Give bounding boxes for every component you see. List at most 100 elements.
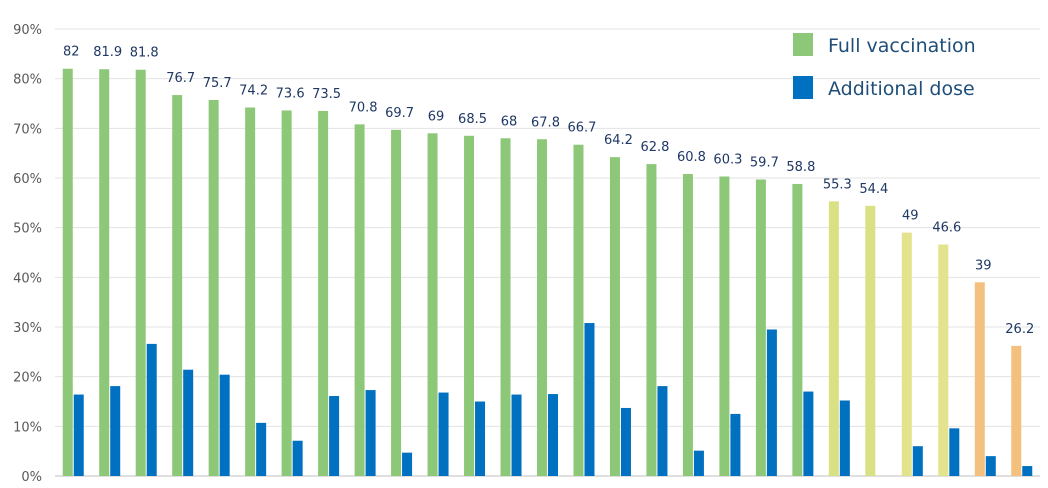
y-tick-label: 70% xyxy=(13,122,42,137)
bar-additional-dose xyxy=(949,428,960,476)
bars xyxy=(62,68,1033,477)
data-label-full-vaccination: 58.8 xyxy=(786,160,815,175)
bar-additional-dose xyxy=(292,440,303,476)
bar-full-vaccination xyxy=(755,179,766,477)
bar-full-vaccination xyxy=(318,110,329,476)
data-label-full-vaccination: 70.8 xyxy=(349,100,378,115)
data-label-full-vaccination: 67.8 xyxy=(531,115,560,130)
data-label-full-vaccination: 68 xyxy=(501,114,518,129)
y-tick-label: 30% xyxy=(13,321,42,336)
y-tick-label: 60% xyxy=(13,172,42,187)
data-label-full-vaccination: 55.3 xyxy=(823,177,852,192)
bar-additional-dose xyxy=(839,400,850,476)
data-label-full-vaccination: 60.8 xyxy=(677,150,706,165)
data-label-full-vaccination: 59.7 xyxy=(750,155,779,170)
y-tick-label: 80% xyxy=(13,73,42,88)
bar-additional-dose xyxy=(438,392,449,476)
legend-label-full-vaccination: Full vaccination xyxy=(828,35,976,57)
bar-additional-dose xyxy=(1022,466,1033,476)
data-label-full-vaccination: 82 xyxy=(63,45,80,60)
bar-additional-dose xyxy=(985,456,996,476)
data-label-full-vaccination: 75.7 xyxy=(203,76,232,91)
data-label-full-vaccination: 68.5 xyxy=(458,112,487,127)
bar-additional-dose xyxy=(803,391,814,476)
data-label-full-vaccination: 69 xyxy=(428,109,445,124)
bar-additional-dose xyxy=(693,450,704,476)
bar-additional-dose xyxy=(365,390,376,476)
bar-additional-dose xyxy=(766,329,777,476)
bar-full-vaccination xyxy=(354,124,365,477)
bar-additional-dose xyxy=(219,374,230,476)
data-label-full-vaccination: 46.6 xyxy=(932,221,961,236)
bar-full-vaccination xyxy=(172,95,183,476)
y-tick-label: 10% xyxy=(13,420,42,435)
data-label-full-vaccination: 76.7 xyxy=(166,71,195,86)
bar-full-vaccination xyxy=(464,135,475,477)
data-label-full-vaccination: 62.8 xyxy=(640,140,669,155)
bar-additional-dose xyxy=(146,343,157,476)
bar-full-vaccination xyxy=(99,69,110,476)
bar-full-vaccination xyxy=(1011,345,1022,476)
data-label-full-vaccination: 73.6 xyxy=(276,86,305,101)
bar-full-vaccination xyxy=(865,205,876,476)
legend-label-additional-dose: Additional dose xyxy=(828,78,975,100)
bar-additional-dose xyxy=(912,446,923,476)
bar-additional-dose xyxy=(548,394,558,476)
data-labels: 82 81.9 81.8 76.7 75.7 74.2 73.6 73.5 70.8 69.7 69… xyxy=(63,45,1034,337)
bar-full-vaccination xyxy=(828,201,839,477)
bar-full-vaccination xyxy=(609,157,620,476)
bar-full-vaccination xyxy=(573,144,584,476)
data-label-full-vaccination: 73.5 xyxy=(312,87,341,102)
data-label-full-vaccination: 54.4 xyxy=(859,182,888,197)
bar-additional-dose xyxy=(657,386,668,476)
y-tick-label: 90% xyxy=(13,23,42,38)
bar-full-vaccination xyxy=(245,107,256,477)
bar-additional-dose xyxy=(256,422,267,476)
bar-additional-dose xyxy=(730,413,741,476)
bar-full-vaccination xyxy=(938,244,949,476)
bar-additional-dose xyxy=(620,407,631,476)
bar-full-vaccination xyxy=(646,164,657,477)
y-tick-label: 40% xyxy=(13,271,42,286)
data-label-full-vaccination: 39 xyxy=(975,258,992,273)
y-axis: 0% 10% 20% 30% 40% 50% 60% 70% 80% 90% xyxy=(13,23,42,485)
bar-full-vaccination xyxy=(974,282,985,476)
y-tick-label: 50% xyxy=(13,222,42,237)
data-label-full-vaccination: 60.3 xyxy=(713,153,742,168)
data-label-full-vaccination: 26.2 xyxy=(1005,322,1034,337)
data-label-full-vaccination: 64.2 xyxy=(604,133,633,148)
legend-swatch-full-vaccination xyxy=(793,33,813,56)
bar-additional-dose xyxy=(183,369,194,476)
bar-additional-dose xyxy=(511,394,522,476)
data-label-full-vaccination: 66.7 xyxy=(568,121,597,136)
bar-full-vaccination xyxy=(500,138,511,476)
data-label-full-vaccination: 49 xyxy=(902,209,919,224)
bar-full-vaccination xyxy=(135,69,146,476)
data-label-full-vaccination: 74.2 xyxy=(239,83,268,98)
bar-additional-dose xyxy=(329,396,340,476)
y-tick-label: 0% xyxy=(21,470,42,485)
bar-additional-dose xyxy=(110,386,121,476)
legend-swatch-additional-dose xyxy=(793,76,813,99)
bar-full-vaccination xyxy=(391,129,402,476)
bar-additional-dose xyxy=(73,394,84,476)
bar-full-vaccination xyxy=(719,176,730,476)
bar-additional-dose xyxy=(402,452,413,476)
bar-additional-dose xyxy=(584,323,595,476)
bar-full-vaccination xyxy=(427,133,438,477)
y-tick-label: 20% xyxy=(13,371,42,386)
bar-full-vaccination xyxy=(901,232,912,476)
bar-full-vaccination xyxy=(792,183,803,476)
bar-additional-dose xyxy=(475,401,486,476)
bar-full-vaccination xyxy=(208,100,219,477)
bar-full-vaccination xyxy=(62,68,73,476)
bar-full-vaccination xyxy=(682,174,693,476)
bar-full-vaccination xyxy=(537,139,547,476)
data-label-full-vaccination: 81.9 xyxy=(93,45,122,60)
data-label-full-vaccination: 81.8 xyxy=(130,46,159,61)
data-label-full-vaccination: 69.7 xyxy=(385,106,414,121)
bar-full-vaccination xyxy=(281,110,292,476)
legend: Full vaccination Additional dose xyxy=(793,33,976,100)
gridlines xyxy=(55,28,1040,477)
